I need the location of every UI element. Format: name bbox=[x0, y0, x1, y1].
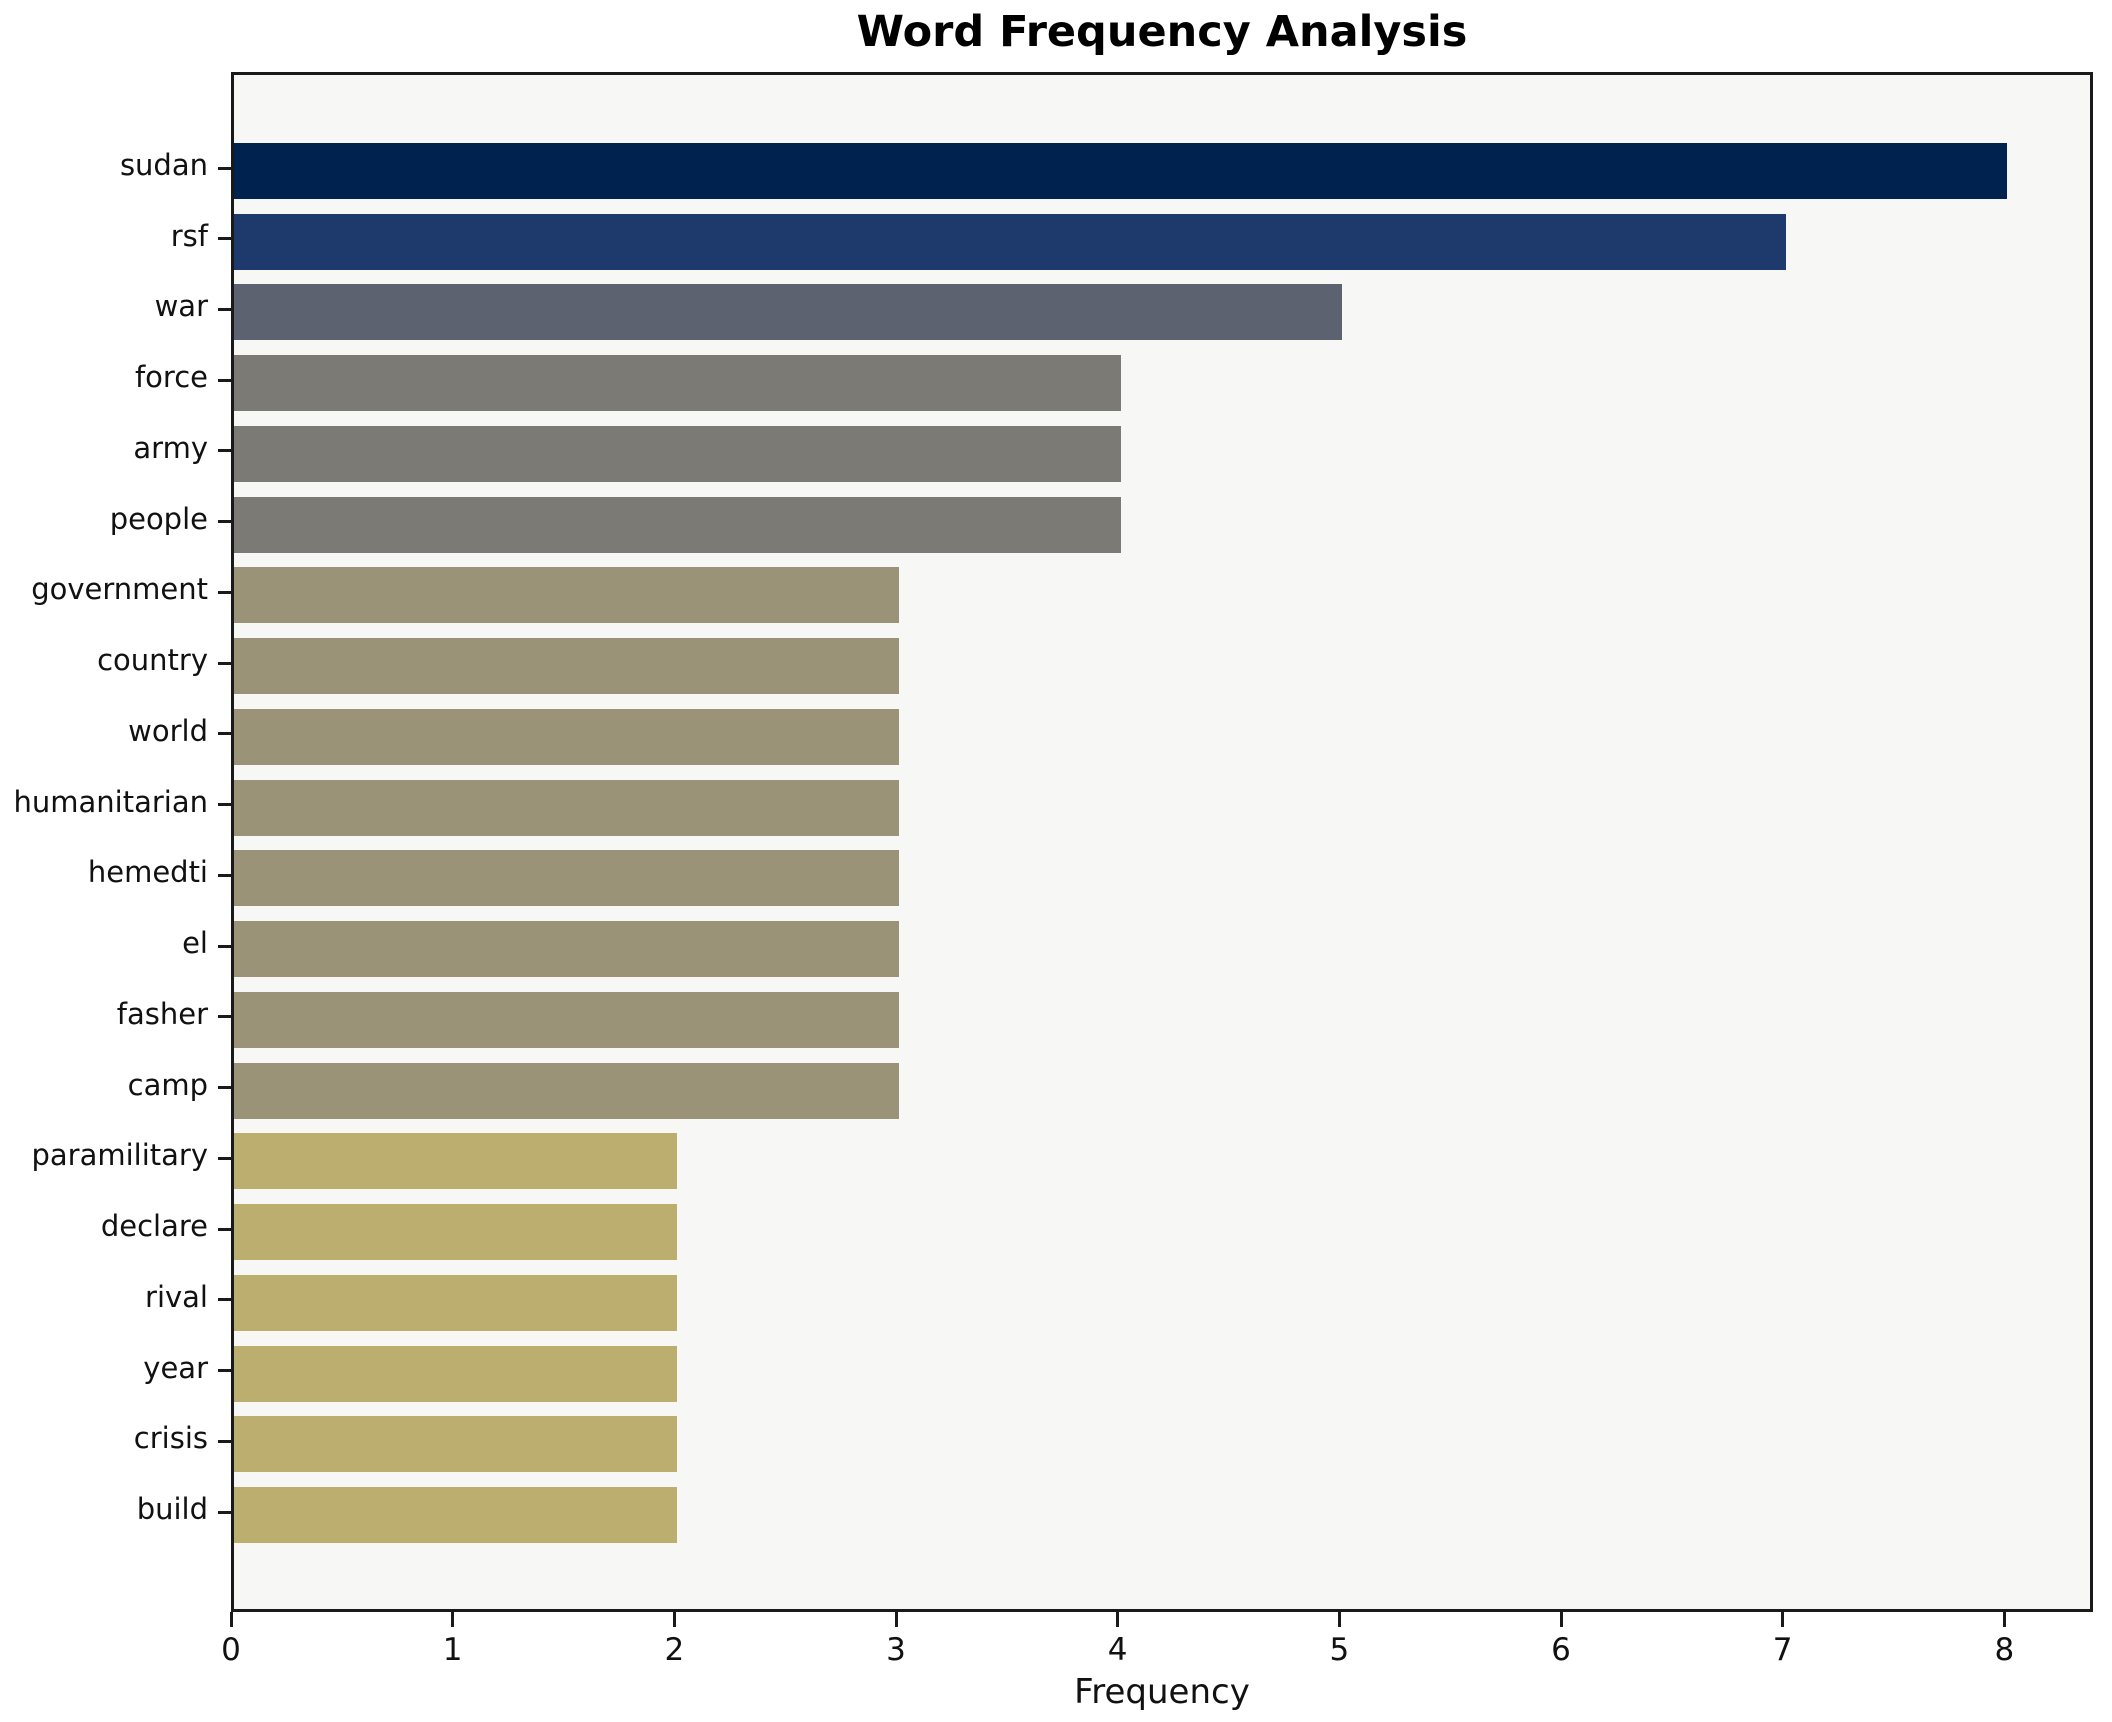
y-tick-label-camp: camp bbox=[127, 1067, 208, 1102]
chart-title: Word Frequency Analysis bbox=[856, 7, 1468, 57]
x-tick-mark bbox=[672, 1612, 676, 1627]
y-tick-mark bbox=[218, 590, 231, 594]
y-tick-label-hemedti: hemedti bbox=[87, 855, 208, 890]
x-tick-mark bbox=[451, 1612, 455, 1627]
x-axis-label: Frequency bbox=[1074, 1672, 1250, 1712]
y-tick-mark bbox=[218, 944, 231, 948]
y-tick-label-paramilitary: paramilitary bbox=[31, 1138, 208, 1173]
y-tick-label-build: build bbox=[136, 1492, 208, 1527]
bar-army bbox=[234, 425, 1121, 482]
bar-war bbox=[234, 284, 1343, 341]
y-tick-mark bbox=[218, 1369, 231, 1373]
y-tick-mark bbox=[218, 1439, 231, 1443]
x-tick-mark bbox=[1116, 1612, 1120, 1627]
bar-build bbox=[234, 1487, 678, 1544]
x-tick-mark bbox=[894, 1612, 898, 1627]
bar-el bbox=[234, 921, 899, 978]
bar-fasher bbox=[234, 991, 899, 1048]
x-tick-mark bbox=[1337, 1612, 1341, 1627]
y-tick-mark bbox=[218, 1298, 231, 1302]
y-tick-label-declare: declare bbox=[100, 1209, 208, 1244]
x-tick-label-2: 2 bbox=[664, 1632, 685, 1668]
y-tick-mark bbox=[218, 661, 231, 665]
y-tick-label-rival: rival bbox=[145, 1279, 208, 1314]
bar-declare bbox=[234, 1204, 678, 1261]
y-tick-label-fasher: fasher bbox=[116, 996, 208, 1031]
y-tick-label-crisis: crisis bbox=[133, 1421, 208, 1456]
x-tick-label-4: 4 bbox=[1107, 1632, 1128, 1668]
x-tick-label-8: 8 bbox=[1994, 1632, 2015, 1668]
y-tick-label-year: year bbox=[143, 1350, 208, 1385]
x-tick-label-5: 5 bbox=[1329, 1632, 1350, 1668]
x-tick-label-3: 3 bbox=[886, 1632, 906, 1668]
plot-area bbox=[231, 72, 2093, 1612]
y-tick-mark bbox=[218, 378, 231, 382]
bar-rsf bbox=[234, 213, 1786, 270]
bar-paramilitary bbox=[234, 1133, 678, 1190]
bar-year bbox=[234, 1345, 678, 1402]
bar-crisis bbox=[234, 1416, 678, 1473]
y-tick-mark bbox=[218, 803, 231, 807]
y-tick-mark bbox=[218, 1015, 231, 1019]
bar-sudan bbox=[234, 143, 2008, 199]
x-tick-label-1: 1 bbox=[442, 1632, 463, 1668]
x-tick-mark bbox=[229, 1612, 233, 1627]
y-tick-mark bbox=[218, 520, 231, 524]
bar-country bbox=[234, 638, 899, 695]
x-tick-label-6: 6 bbox=[1551, 1632, 1571, 1668]
x-tick-label-0: 0 bbox=[221, 1632, 241, 1668]
x-tick-mark bbox=[2002, 1612, 2006, 1627]
bar-force bbox=[234, 355, 1121, 412]
y-tick-label-people: people bbox=[109, 501, 208, 536]
y-tick-label-country: country bbox=[97, 643, 208, 678]
bar-rival bbox=[234, 1274, 678, 1331]
y-tick-label-sudan: sudan bbox=[119, 148, 208, 182]
y-tick-label-humanitarian: humanitarian bbox=[13, 784, 209, 819]
x-tick-mark bbox=[1559, 1612, 1563, 1627]
y-tick-mark bbox=[218, 449, 231, 453]
y-tick-mark bbox=[218, 1227, 231, 1231]
bar-humanitarian bbox=[234, 779, 899, 836]
y-tick-mark bbox=[218, 1156, 231, 1160]
y-tick-label-el: el bbox=[182, 926, 208, 961]
y-tick-label-world: world bbox=[128, 713, 208, 748]
x-tick-label-7: 7 bbox=[1772, 1632, 1793, 1668]
bar-camp bbox=[234, 1062, 899, 1119]
y-tick-mark bbox=[218, 873, 231, 877]
y-tick-mark bbox=[218, 1086, 231, 1090]
y-tick-mark bbox=[218, 166, 231, 170]
bar-people bbox=[234, 496, 1121, 553]
y-tick-mark bbox=[218, 1510, 231, 1514]
y-tick-mark bbox=[218, 307, 231, 311]
y-tick-label-war: war bbox=[154, 289, 208, 324]
bar-government bbox=[234, 567, 899, 624]
y-tick-mark bbox=[218, 732, 231, 736]
y-tick-label-rsf: rsf bbox=[170, 218, 208, 253]
y-tick-label-force: force bbox=[134, 360, 208, 395]
y-tick-mark bbox=[218, 237, 231, 241]
y-tick-label-army: army bbox=[133, 430, 208, 465]
bar-world bbox=[234, 708, 899, 765]
x-tick-mark bbox=[1781, 1612, 1785, 1627]
bar-hemedti bbox=[234, 850, 899, 907]
y-tick-label-government: government bbox=[31, 572, 208, 607]
